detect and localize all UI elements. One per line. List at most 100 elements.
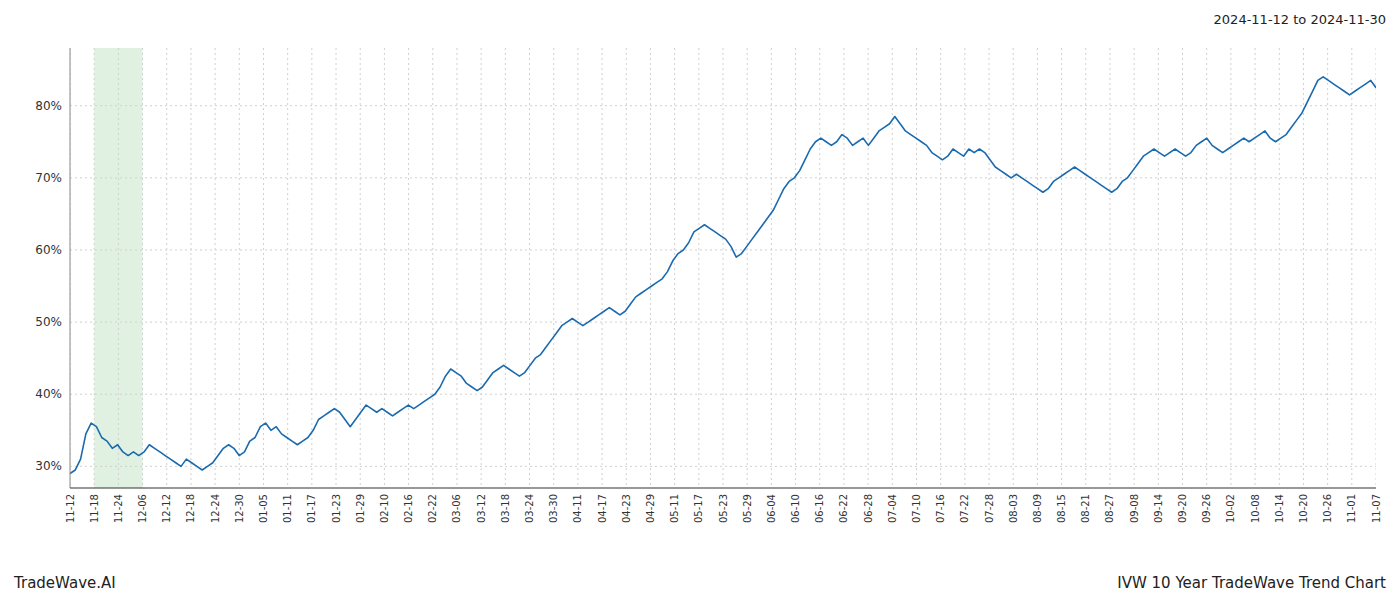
subtitle: 2024-11-12 to 2024-11-30: [1214, 12, 1386, 27]
x-tick-label: 01-11: [282, 494, 293, 523]
x-grid-line: [263, 48, 264, 488]
x-grid-line: [529, 48, 530, 488]
x-grid-line: [384, 48, 385, 488]
x-grid-line: [1206, 48, 1207, 488]
x-tick-label: 10-14: [1274, 494, 1285, 523]
x-tick-label: 06-10: [790, 494, 801, 523]
x-grid-line: [1182, 48, 1183, 488]
x-tick-label: 03-06: [451, 494, 462, 523]
x-grid-line: [892, 48, 893, 488]
x-grid-line: [723, 48, 724, 488]
x-grid-line: [1303, 48, 1304, 488]
y-grid-line: [70, 466, 1376, 467]
x-tick-label: 07-28: [984, 494, 995, 523]
x-grid-line: [456, 48, 457, 488]
x-grid-line: [1255, 48, 1256, 488]
x-grid-line: [336, 48, 337, 488]
x-grid-line: [553, 48, 554, 488]
x-grid-line: [432, 48, 433, 488]
y-tick-label: 80%: [35, 99, 62, 113]
x-grid-line: [843, 48, 844, 488]
x-tick-label: 05-11: [669, 494, 680, 523]
x-tick-label: 12-30: [234, 494, 245, 523]
y-tick-label: 60%: [35, 243, 62, 257]
x-grid-line: [795, 48, 796, 488]
x-tick-label: 01-23: [331, 494, 342, 523]
x-grid-line: [1109, 48, 1110, 488]
x-grid-line: [819, 48, 820, 488]
x-tick-label: 09-26: [1201, 494, 1212, 523]
x-tick-label: 11-12: [65, 494, 76, 523]
x-tick-label: 12-06: [137, 494, 148, 523]
y-tick-label: 50%: [35, 315, 62, 329]
x-tick-label: 11-18: [89, 494, 100, 523]
x-tick-label: 11-01: [1346, 494, 1357, 523]
x-grid-line: [311, 48, 312, 488]
x-grid-line: [1279, 48, 1280, 488]
x-tick-label: 03-12: [476, 494, 487, 523]
trend-line: [70, 77, 1376, 474]
title: IVW 10 Year TradeWave Trend Chart: [1117, 574, 1386, 592]
x-tick-label: 06-04: [766, 494, 777, 523]
y-tick-label: 70%: [35, 171, 62, 185]
x-grid-line: [1085, 48, 1086, 488]
x-tick-label: 07-04: [887, 494, 898, 523]
highlight-band: [94, 48, 142, 488]
x-tick-label: 10-02: [1225, 494, 1236, 523]
x-tick-label: 04-11: [572, 494, 583, 523]
x-grid-line: [1134, 48, 1135, 488]
x-tick-label: 03-18: [500, 494, 511, 523]
x-tick-label: 10-20: [1298, 494, 1309, 523]
chart-svg: 30%40%50%60%70%80%11-1211-1811-2412-0612…: [0, 0, 1400, 600]
x-tick-label: 12-18: [185, 494, 196, 523]
background: [0, 0, 1400, 600]
plot-area: [70, 48, 1376, 488]
x-grid-line: [602, 48, 603, 488]
y-tick-label: 40%: [35, 387, 62, 401]
x-grid-line: [287, 48, 288, 488]
chart-container: 30%40%50%60%70%80%11-1211-1811-2412-0612…: [0, 0, 1400, 600]
y-axis-line: [70, 48, 71, 488]
x-tick-label: 03-24: [524, 494, 535, 523]
x-grid-line: [577, 48, 578, 488]
x-grid-line: [1327, 48, 1328, 488]
x-grid-line: [505, 48, 506, 488]
x-tick-label: 01-17: [306, 494, 317, 523]
x-tick-label: 06-28: [863, 494, 874, 523]
x-grid-line: [118, 48, 119, 488]
x-grid-line: [940, 48, 941, 488]
x-tick-label: 02-22: [427, 494, 438, 523]
x-tick-label: 04-17: [597, 494, 608, 523]
x-tick-label: 01-29: [355, 494, 366, 523]
y-grid-line: [70, 394, 1376, 395]
x-grid-line: [747, 48, 748, 488]
y-grid-line: [70, 322, 1376, 323]
x-tick-label: 11-24: [113, 494, 124, 523]
x-grid-line: [1230, 48, 1231, 488]
x-grid-line: [239, 48, 240, 488]
x-tick-label: 08-27: [1104, 494, 1115, 523]
x-grid-line: [1037, 48, 1038, 488]
x-grid-line: [674, 48, 675, 488]
x-grid-line: [868, 48, 869, 488]
x-tick-label: 09-08: [1129, 494, 1140, 523]
x-tick-label: 05-29: [742, 494, 753, 523]
x-tick-label: 06-22: [838, 494, 849, 523]
annotation: TradeWave.AI: [13, 574, 116, 592]
x-grid-line: [408, 48, 409, 488]
x-axis-line: [70, 487, 1376, 488]
x-grid-line: [964, 48, 965, 488]
x-grid-line: [360, 48, 361, 488]
x-grid-line: [142, 48, 143, 488]
x-grid-line: [1158, 48, 1159, 488]
x-grid-line: [1013, 48, 1014, 488]
x-grid-line: [1351, 48, 1352, 488]
x-tick-label: 02-10: [379, 494, 390, 523]
x-grid-line: [650, 48, 651, 488]
x-grid-line: [916, 48, 917, 488]
x-tick-label: 12-24: [210, 494, 221, 523]
x-tick-label: 07-22: [959, 494, 970, 523]
x-tick-label: 03-30: [548, 494, 559, 523]
x-grid-line: [70, 48, 71, 488]
x-tick-label: 05-17: [693, 494, 704, 523]
